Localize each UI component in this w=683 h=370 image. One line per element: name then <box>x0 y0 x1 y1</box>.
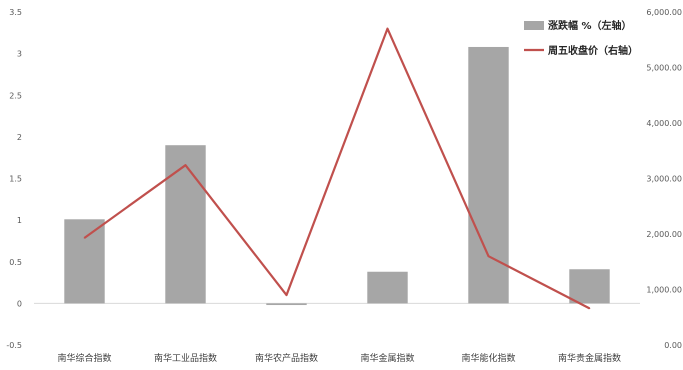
category-label: 南华金属指数 <box>360 352 414 364</box>
line-point <box>184 164 187 166</box>
line-series <box>83 27 591 310</box>
right-axis-ticks: 0.00 1,000.00 2,000.00 3,000.00 4,000.00 5,00… <box>646 8 682 350</box>
left-tick-label: -0.5 <box>6 341 22 350</box>
bar <box>367 271 408 304</box>
left-tick-label: 1.5 <box>9 175 22 184</box>
bar <box>569 269 610 304</box>
right-tick-label: 0.00 <box>664 341 682 350</box>
right-tick-label: 2,000.00 <box>646 230 682 239</box>
left-tick-label: 3 <box>17 50 22 59</box>
right-tick-label: 1,000.00 <box>646 286 682 295</box>
left-tick-label: 3.5 <box>9 8 22 17</box>
legend-label-line: 周五收盘价（右轴） <box>548 44 638 57</box>
category-labels: 南华综合指数 南华工业品指数 南华农产品指数 南华金属指数 南华能化指数 南华贵金属指数 <box>57 352 621 364</box>
left-tick-label: 2 <box>17 133 22 142</box>
left-tick-label: 1 <box>17 216 22 225</box>
category-label: 南华工业品指数 <box>154 352 217 364</box>
line-point <box>386 27 389 30</box>
legend-swatch-bar <box>524 21 544 30</box>
bar-series <box>64 46 610 306</box>
bar <box>266 303 307 306</box>
line-point <box>83 237 86 239</box>
line-point <box>285 294 288 296</box>
legend-label-bar: 涨跌幅 %（左轴） <box>548 19 632 32</box>
line-path <box>83 27 591 310</box>
line-point <box>487 255 490 257</box>
left-tick-label: 0.5 <box>9 258 22 267</box>
right-tick-label: 4,000.00 <box>646 119 682 128</box>
legend: 涨跌幅 %（左轴） 周五收盘价（右轴） <box>524 19 638 57</box>
bar <box>165 145 206 304</box>
right-tick-label: 6,000.00 <box>646 8 682 17</box>
category-label: 南华能化指数 <box>461 352 515 364</box>
left-axis-ticks: -0.5 0 0.5 1 1.5 2 2.5 3 3.5 <box>6 8 22 350</box>
right-tick-label: 3,000.00 <box>646 175 682 184</box>
left-tick-label: 0 <box>17 299 22 308</box>
category-label: 南华贵金属指数 <box>558 352 621 364</box>
bar <box>64 219 105 304</box>
bar <box>468 46 509 304</box>
category-label: 南华综合指数 <box>57 352 111 364</box>
line-point <box>588 307 591 310</box>
left-tick-label: 2.5 <box>9 91 22 100</box>
right-tick-label: 5,000.00 <box>646 64 682 73</box>
category-label: 南华农产品指数 <box>255 352 318 364</box>
